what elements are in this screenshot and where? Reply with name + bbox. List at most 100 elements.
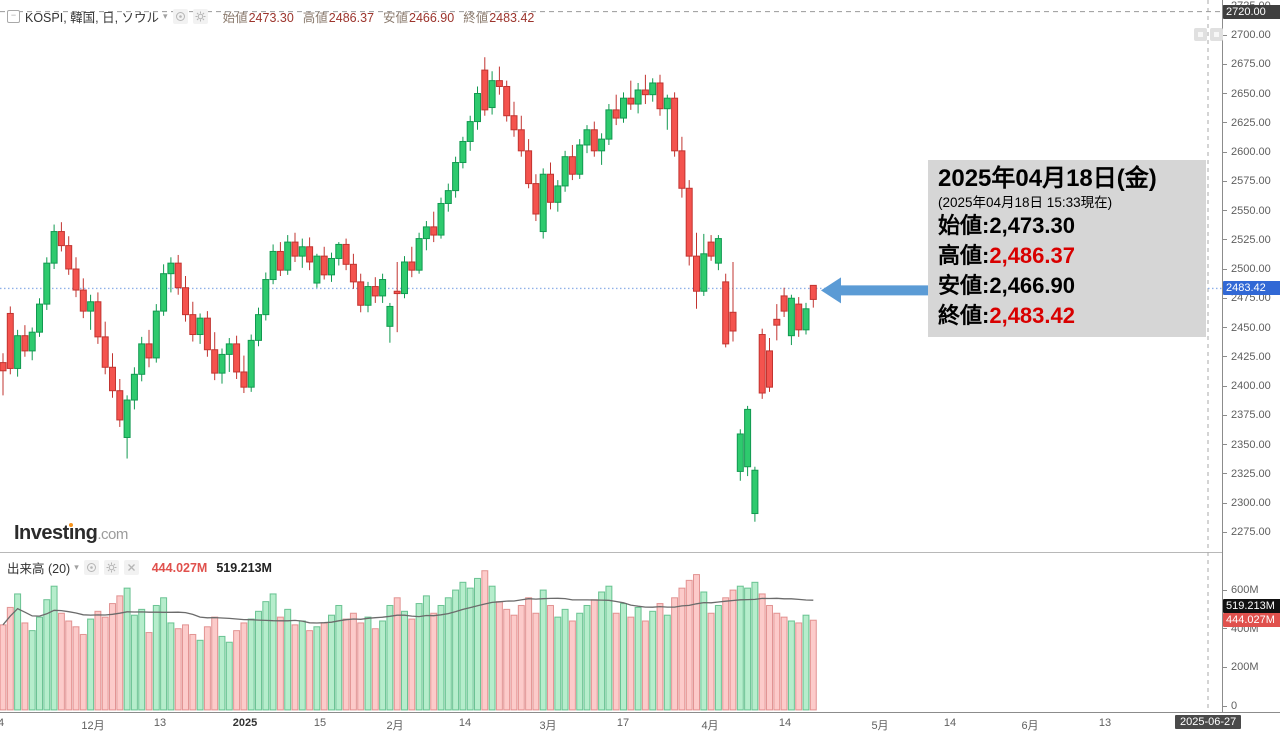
volume-bar[interactable] — [590, 599, 598, 711]
candle-body[interactable] — [218, 353, 226, 374]
candle-body[interactable] — [269, 250, 277, 281]
volume-bar[interactable] — [415, 603, 423, 711]
volume-bar[interactable] — [138, 608, 146, 711]
candle-body[interactable] — [160, 273, 168, 312]
volume-bar[interactable] — [532, 612, 540, 711]
candle-body[interactable] — [174, 262, 182, 289]
volume-bar[interactable] — [488, 585, 496, 711]
volume-bar[interactable] — [656, 603, 664, 711]
candle-body[interactable] — [364, 286, 372, 306]
candle-body[interactable] — [671, 97, 679, 152]
candle-body[interactable] — [203, 317, 211, 351]
volume-bar[interactable] — [109, 603, 116, 711]
volume-bar[interactable] — [57, 612, 65, 711]
volume-bar[interactable] — [276, 616, 284, 711]
volume-bar[interactable] — [459, 581, 467, 711]
volume-bar[interactable] — [620, 603, 627, 711]
volume-bar[interactable] — [452, 589, 460, 711]
volume-bar[interactable] — [240, 622, 248, 711]
candle-body[interactable] — [101, 336, 109, 368]
candle-body[interactable] — [634, 89, 642, 105]
candle-body[interactable] — [766, 350, 773, 388]
candle-body[interactable] — [211, 349, 219, 374]
candle-body[interactable] — [50, 231, 58, 264]
candle-body[interactable] — [79, 289, 87, 312]
candle-body[interactable] — [109, 366, 116, 392]
volume-bar[interactable] — [649, 610, 657, 711]
candle-body[interactable] — [744, 408, 752, 468]
visibility-icon[interactable] — [172, 9, 188, 24]
candle-body[interactable] — [649, 82, 657, 96]
volume-bar[interactable] — [262, 601, 270, 711]
volume-bar[interactable] — [612, 612, 620, 711]
candle-body[interactable] — [503, 85, 511, 117]
chevron-down-icon[interactable]: ▾ — [163, 11, 168, 21]
candle-body[interactable] — [488, 80, 496, 109]
candle-body[interactable] — [116, 390, 124, 421]
candle-body[interactable] — [371, 286, 379, 297]
volume-bar[interactable] — [422, 595, 430, 711]
volume-indicator-title[interactable]: 出来高 (20) — [7, 562, 71, 576]
volume-bar[interactable] — [247, 618, 255, 711]
volume-bar[interactable] — [306, 630, 314, 711]
candle-body[interactable] — [422, 226, 430, 240]
volume-bar[interactable] — [357, 622, 365, 711]
volume-bar[interactable] — [780, 616, 788, 711]
volume-bar[interactable] — [736, 585, 744, 711]
volume-bar[interactable] — [539, 589, 547, 711]
candle-body[interactable] — [561, 156, 569, 187]
volume-bar[interactable] — [766, 604, 773, 711]
volume-bar[interactable] — [349, 612, 357, 711]
volume-bar[interactable] — [707, 612, 715, 711]
volume-bar[interactable] — [0, 624, 7, 711]
candle-body[interactable] — [138, 343, 146, 375]
candle-body[interactable] — [415, 238, 423, 271]
candle-body[interactable] — [379, 279, 387, 297]
volume-bar[interactable] — [408, 618, 416, 711]
volume-bar[interactable] — [203, 626, 211, 711]
candle-body[interactable] — [240, 371, 248, 388]
time-axis[interactable]: 2025-06-27 4 12月 13 2025 15 2月 14 3月 17 4月 14 5月 14 6… — [0, 712, 1280, 734]
volume-bar[interactable] — [233, 630, 241, 711]
candle-body[interactable] — [14, 335, 22, 369]
candle-body[interactable] — [685, 187, 693, 257]
candle-body[interactable] — [182, 287, 189, 316]
volume-bar[interactable] — [284, 608, 292, 711]
volume-bar[interactable] — [320, 622, 328, 711]
candle-body[interactable] — [481, 69, 489, 111]
volume-bar[interactable] — [371, 628, 379, 711]
volume-bar[interactable] — [634, 606, 642, 711]
candle-body[interactable] — [532, 183, 540, 215]
candle-body[interactable] — [65, 245, 73, 270]
pane-control-down-icon[interactable] — [1210, 28, 1223, 41]
volume-bar[interactable] — [744, 587, 752, 711]
candle-body[interactable] — [145, 343, 153, 359]
volume-bar[interactable] — [598, 591, 606, 711]
collapse-pane-icon[interactable]: − — [7, 10, 20, 23]
candle-body[interactable] — [539, 173, 547, 233]
volume-bar[interactable] — [14, 593, 22, 711]
candle-body[interactable] — [0, 362, 7, 372]
volume-bar[interactable] — [218, 635, 226, 711]
volume-bar[interactable] — [189, 633, 197, 711]
candle-body[interactable] — [349, 263, 357, 283]
candle-body[interactable] — [386, 305, 394, 327]
candle-body[interactable] — [437, 202, 445, 236]
volume-bar[interactable] — [568, 620, 576, 711]
volume-bar[interactable] — [802, 614, 810, 711]
candle-body[interactable] — [21, 335, 29, 352]
volume-bar[interactable] — [401, 610, 408, 711]
volume-bar[interactable] — [576, 612, 584, 711]
volume-bar[interactable] — [328, 614, 335, 711]
candle-body[interactable] — [313, 255, 321, 284]
candle-body[interactable] — [298, 246, 306, 257]
volume-bar[interactable] — [787, 620, 795, 711]
candle-body[interactable] — [233, 343, 241, 373]
pane-control-up-icon[interactable] — [1194, 28, 1207, 41]
volume-bar[interactable] — [167, 622, 175, 711]
candle-body[interactable] — [306, 246, 314, 263]
candle-body[interactable] — [408, 261, 416, 271]
volume-bar[interactable] — [722, 597, 730, 711]
volume-bar[interactable] — [714, 604, 722, 711]
